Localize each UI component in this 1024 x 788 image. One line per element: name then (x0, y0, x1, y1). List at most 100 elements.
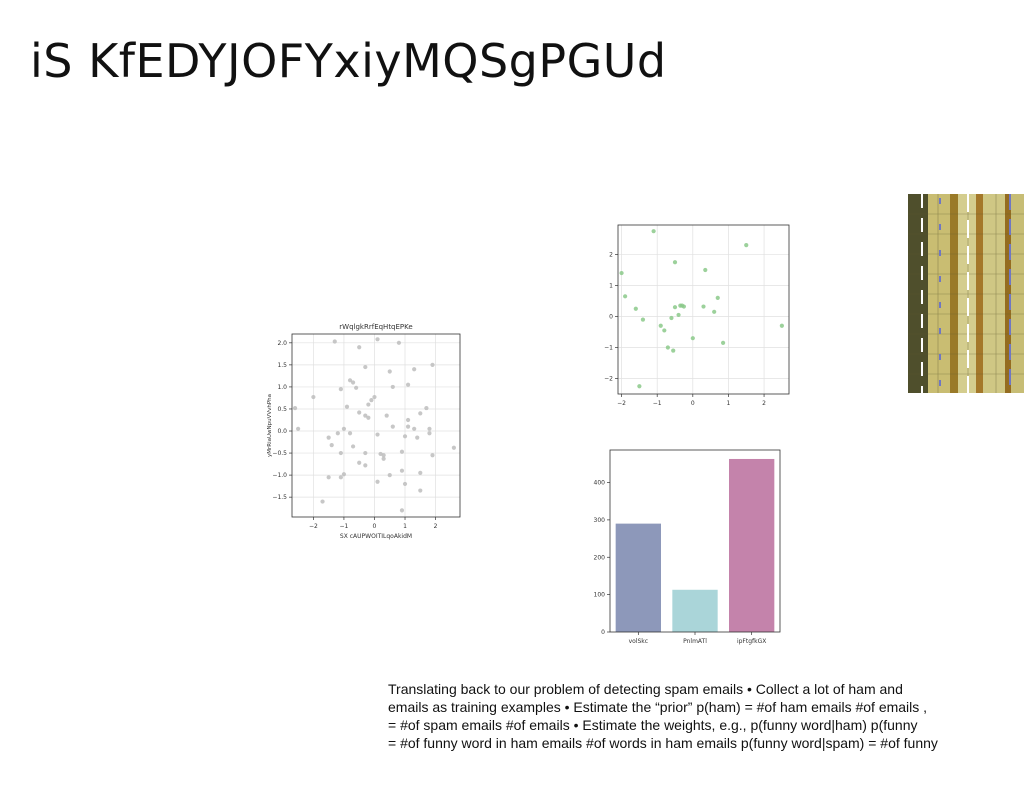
scatter-point (381, 456, 386, 461)
scatter-point (369, 398, 374, 403)
scatter-point (375, 432, 380, 437)
scatter-point (372, 394, 377, 400)
scatter-point (366, 402, 371, 407)
scatter-chart-green: −2 −1 0 1 2 −2 −1 0 1 2 (604, 224, 790, 407)
y-tick-label: 1 (609, 282, 613, 289)
scatter-point (320, 499, 325, 504)
body-text: Translating back to our problem of detec… (388, 680, 1024, 752)
x-tick-label: volSkc (629, 638, 648, 645)
scatter-point (418, 488, 423, 493)
scatter-point (357, 460, 362, 465)
x-tick-label: 2 (762, 400, 766, 407)
scatter-point (357, 410, 362, 415)
scatter-point (427, 426, 432, 431)
plot-frame (291, 333, 461, 518)
bar (672, 589, 718, 632)
y-tick-label: 0 (601, 629, 605, 636)
scatter-point (701, 304, 706, 309)
scatter-point (357, 345, 362, 350)
scatter-point (338, 475, 343, 480)
scatter-point (405, 417, 411, 423)
plot-frame (617, 224, 790, 395)
photo-band-6 (1005, 194, 1011, 393)
y-tick-label: 1.5 (277, 362, 287, 369)
chart-title: rWqlgkRrfEqHtqEPKe (339, 323, 412, 331)
bar (729, 458, 775, 632)
plot-frame (609, 449, 781, 633)
x-tick-label: PnlmATl (683, 638, 707, 645)
body-text-line: emails as training examples • Estimate t… (388, 699, 928, 715)
body-text-line: Translating back to our problem of detec… (388, 681, 903, 697)
x-axis-label: SX cAUPWOITILqoAkidM (340, 533, 412, 540)
scatter-point (387, 369, 392, 374)
scatter-point (715, 295, 720, 300)
striped-photo-image (908, 194, 1024, 393)
y-axis-label: yMrRiaUwNpuVVvhPha (267, 394, 273, 457)
bar-chart: volSkc PnlmATl ipFtgfkGX 0 100 200 300 400 (594, 449, 781, 645)
scatter-point (430, 362, 435, 367)
photo-band-5 (983, 194, 1005, 393)
photo-dark-band (908, 194, 928, 393)
scatter-point (418, 411, 423, 416)
bar (615, 523, 661, 632)
scatter-point (363, 463, 368, 468)
y-tick-label: 0.5 (277, 406, 287, 413)
y-tick-label: 0 (609, 313, 613, 320)
scatter-point (681, 304, 687, 309)
scatter-point (347, 431, 353, 436)
scatter-point (658, 323, 663, 328)
y-tick-label: 200 (594, 554, 606, 561)
scatter-point (347, 378, 353, 383)
slide-title: iS KfEDYJOFYxiyMQSgPGUd (30, 34, 667, 88)
y-tick-label: 100 (594, 592, 606, 599)
photo-band-3 (958, 194, 976, 393)
y-tick-label: −0.5 (272, 450, 287, 457)
scatter-point (430, 453, 435, 458)
scatter-point (623, 294, 628, 299)
y-tick-label: 2 (609, 251, 613, 258)
scatter-point (402, 434, 408, 439)
x-tick-label: −1 (339, 523, 348, 530)
body-text-line: = #of spam emails #of emails • Estimate … (388, 717, 918, 733)
scatter-point (672, 305, 678, 310)
scatter-point (329, 443, 334, 448)
x-tick-label: 2 (434, 523, 438, 530)
scatter-point (619, 270, 624, 276)
scatter-point (296, 426, 301, 431)
scatter-point (415, 435, 420, 440)
scatter-point (744, 243, 749, 248)
scatter-point (396, 340, 402, 345)
x-tick-label: −2 (309, 523, 318, 530)
y-tick-label: −2 (604, 375, 613, 382)
scatter-point (665, 345, 670, 350)
scatter-point (640, 317, 646, 322)
scatter-point (350, 380, 356, 385)
scatter-point (671, 348, 676, 353)
photo-band-2 (950, 194, 958, 393)
scatter-point (390, 384, 395, 390)
scatter-point (335, 431, 340, 436)
scatter-point (399, 508, 405, 513)
x-tick-label: 1 (727, 400, 731, 407)
scatter-point (424, 405, 429, 411)
scatter-point (390, 424, 395, 429)
scatter-point (405, 424, 411, 429)
photo-band-1 (928, 194, 950, 393)
photo-dashes (921, 194, 1011, 393)
scatter-point (399, 449, 405, 454)
scatter-point (311, 394, 316, 400)
scatter-point (326, 435, 331, 440)
scatter-point (637, 384, 642, 389)
scatter-point (676, 312, 681, 318)
scatter-point (412, 367, 417, 372)
scatter-point (375, 479, 380, 484)
scatter-point (338, 450, 343, 456)
scatter-point (338, 387, 343, 392)
scatter-point (720, 340, 726, 345)
scatter-point (332, 339, 337, 344)
scatter-point (292, 405, 298, 411)
scatter-point (672, 260, 678, 265)
scatter-point (344, 404, 350, 409)
scatter-point (363, 413, 368, 418)
y-tick-label: 400 (594, 480, 606, 487)
